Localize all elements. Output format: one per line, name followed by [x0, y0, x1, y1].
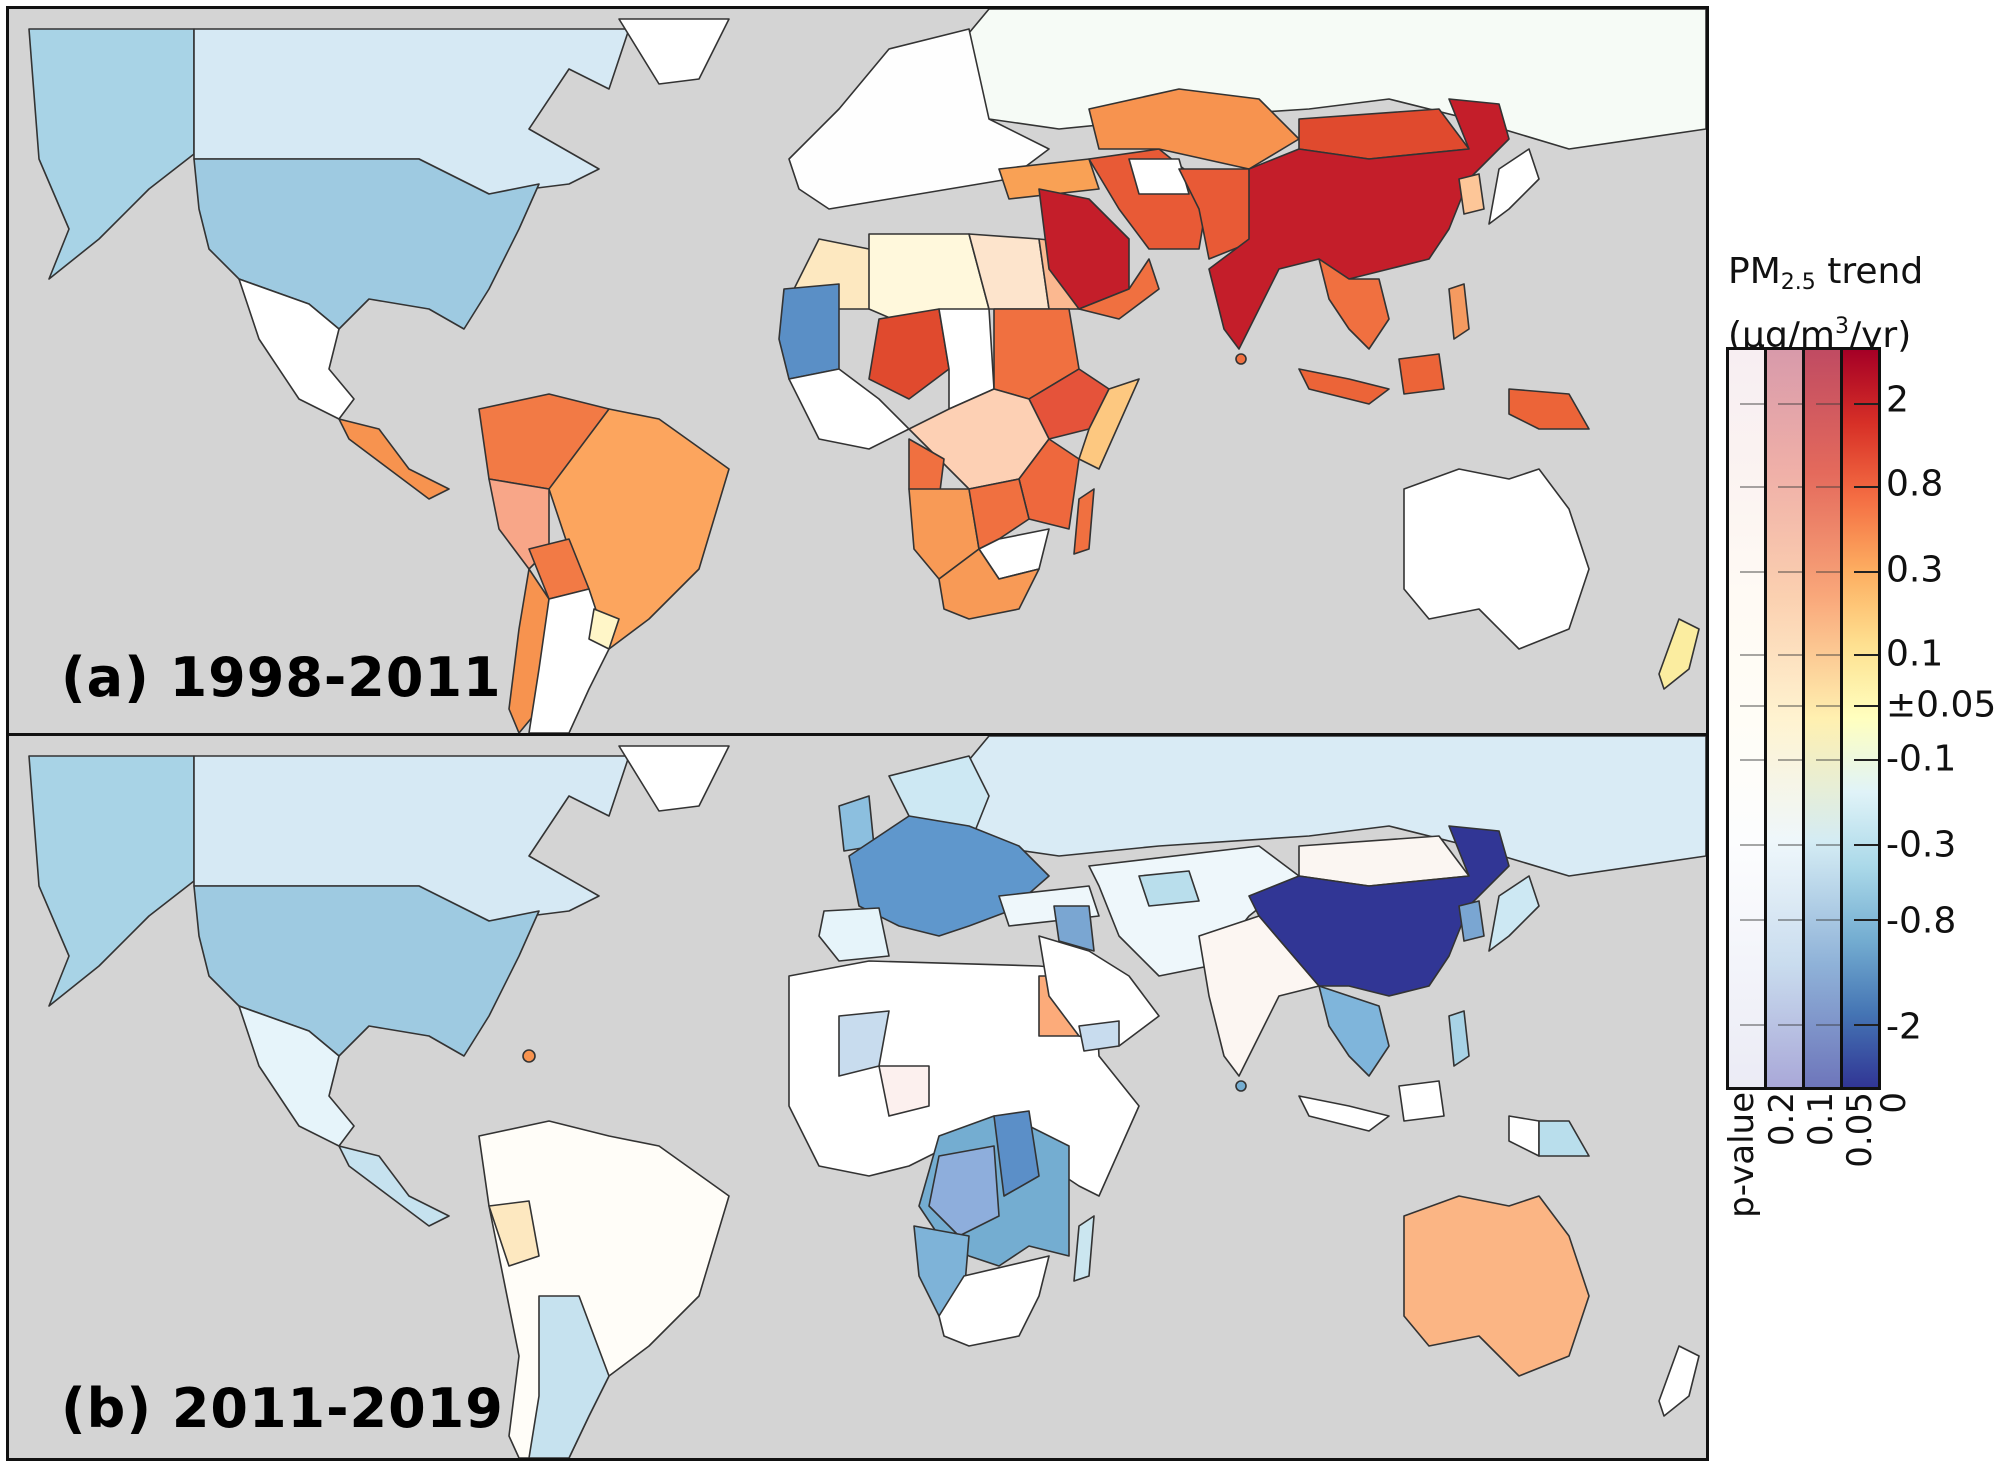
colorbar-tick-mark [1777, 403, 1802, 406]
colorbar-tick-mark [1777, 654, 1802, 657]
colorbar-tick-mark [1739, 654, 1764, 657]
colorbar-tick-mark [1739, 705, 1764, 708]
colorbar-tick-mark [1739, 918, 1764, 921]
colorbar-tick-mark [1853, 1024, 1878, 1027]
colorbar-column-p-0.1-0.2 [1767, 350, 1805, 1087]
colorbar-tick-mark [1815, 654, 1840, 657]
colorbar-column-p-0.05-0.1 [1805, 350, 1843, 1087]
colorbar-tick-label: 2 [1886, 379, 1909, 421]
colorbar-title-pm: PM [1728, 251, 1781, 292]
map-panel-1998-2011: (a) 1998-2011 [6, 6, 1709, 736]
pvalue-axis-label: p-value [1722, 1092, 1762, 1218]
colorbar-tick-mark [1739, 843, 1764, 846]
colorbar-tick-mark [1777, 843, 1802, 846]
colorbar-tick-mark [1777, 918, 1802, 921]
colorbar-tick-mark [1815, 1024, 1840, 1027]
colorbar-tick-mark [1777, 571, 1802, 574]
colorbar-tick-mark [1853, 403, 1878, 406]
colorbar-tick-mark [1853, 654, 1878, 657]
colorbar-tick-label: -0.3 [1886, 824, 1957, 866]
colorbar-tick-label: 0.8 [1886, 463, 1944, 505]
colorbar-tick-mark [1815, 403, 1840, 406]
panel-label-b: (b) 2011-2019 [61, 1377, 504, 1440]
colorbar-tick-mark [1815, 918, 1840, 921]
colorbar-title-subscript: 2.5 [1780, 270, 1816, 295]
colorbar-tick-mark [1815, 759, 1840, 762]
colorbar-tick-mark [1815, 843, 1840, 846]
colorbar-tick-mark [1853, 918, 1878, 921]
colorbar-tick-mark [1777, 486, 1802, 489]
pvalue-tick-label: 0 [1874, 1092, 1914, 1114]
pvalue-tick-label: 0.2 [1762, 1092, 1802, 1147]
colorbar-tick-mark [1739, 486, 1764, 489]
colorbar-tick-mark [1739, 403, 1764, 406]
colorbar-title-rest: trend [1815, 251, 1924, 292]
colorbar-tick-label: -0.1 [1886, 738, 1957, 780]
colorbar-tick-labels: 2 0.8 0.3 0.1 ±0.05 -0.1 -0.3 -0.8 -2 [1886, 347, 2000, 1090]
colorbar-title: PM2.5 trend (μg/m3/yr) [1728, 250, 1923, 358]
world-map-2011-2019 [28, 736, 1706, 1458]
colorbar-tick-mark [1777, 759, 1802, 762]
colorbar-tick-mark [1739, 571, 1764, 574]
colorbar-tick-mark [1853, 571, 1878, 574]
pvalue-tick-label: 0.1 [1801, 1092, 1841, 1147]
colorbar-tick-label: 0.3 [1886, 549, 1944, 591]
colorbar-tick-mark [1739, 1024, 1764, 1027]
colorbar-tick-mark [1815, 705, 1840, 708]
map-panel-2011-2019: (b) 2011-2019 [6, 733, 1709, 1461]
colorbar-tick-mark [1853, 486, 1878, 489]
colorbar-tick-mark [1853, 843, 1878, 846]
world-map-1998-2011 [28, 9, 1706, 733]
colorbar-tick-label: -2 [1886, 1006, 1922, 1048]
colorbar-tick-mark [1815, 571, 1840, 574]
colorbar-tick-mark [1815, 486, 1840, 489]
colorbar-tick-mark [1777, 705, 1802, 708]
colorbar-tick-label: 0.1 [1886, 633, 1944, 675]
colorbar-column-p-lt-0.05 [1843, 350, 1878, 1087]
colorbar-tick-mark [1853, 705, 1878, 708]
colorbar-tick-label: -0.8 [1886, 900, 1957, 942]
panel-label-a: (a) 1998-2011 [61, 646, 502, 709]
colorbar-tick-mark [1739, 759, 1764, 762]
colorbar-tick-mark [1853, 759, 1878, 762]
colorbar-tick-mark [1777, 1024, 1802, 1027]
colorbar-units-superscript: 3 [1835, 314, 1849, 339]
colorbar-tick-label: ±0.05 [1886, 684, 1997, 726]
colorbar [1726, 347, 1881, 1090]
colorbar-column-p-gt-0.2 [1729, 350, 1767, 1087]
